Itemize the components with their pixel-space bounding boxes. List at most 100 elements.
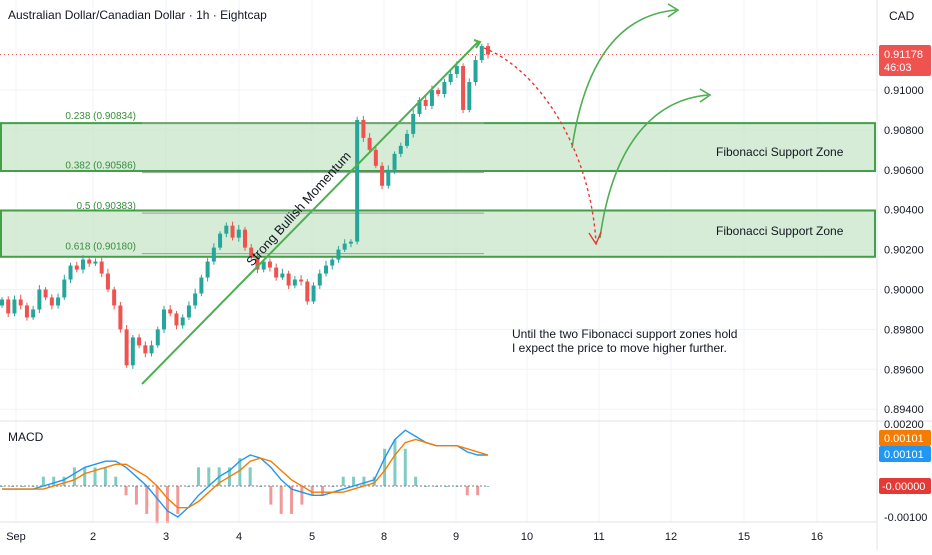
macd-badge-histogram: -0.00000	[879, 478, 931, 494]
candle-down	[49, 297, 54, 306]
currency-label: CAD	[889, 9, 915, 23]
time-tick-label: 9	[453, 531, 459, 543]
macd-badge-histogram-bg	[879, 478, 931, 494]
macd-histogram-bar	[103, 467, 107, 486]
macd-histogram-bar	[165, 486, 169, 524]
macd-histogram-bar	[372, 476, 376, 486]
candle-up	[342, 243, 347, 250]
lower-projection-arrow	[599, 94, 709, 239]
candle-down	[361, 119, 366, 138]
macd-histogram-bar	[52, 476, 56, 486]
lower-projection-arrowhead	[699, 88, 712, 103]
candle-up	[411, 113, 416, 134]
trend-line-arrowhead	[473, 39, 482, 49]
candle-down	[24, 305, 29, 318]
countdown-value: 46:03	[884, 62, 912, 74]
support-zone	[0, 209, 876, 258]
macd-histogram-bar	[465, 486, 469, 496]
candle-down	[423, 99, 428, 106]
candle-up	[149, 345, 154, 354]
candle-up	[130, 337, 135, 366]
macd-histogram-bar	[486, 486, 490, 487]
candle-down	[112, 289, 117, 306]
macd-histogram-bar	[248, 467, 252, 486]
time-tick-label: 10	[521, 531, 533, 543]
candle-down	[87, 259, 92, 264]
candle-down	[74, 265, 79, 270]
macd-badge-macd-bg	[879, 446, 931, 462]
macd-histogram-bar	[321, 486, 325, 496]
macd-badge-signal-text: 0.00101	[884, 433, 924, 445]
candle-up	[292, 279, 297, 286]
candle-down	[168, 309, 173, 314]
macd-histogram-bar	[445, 486, 449, 487]
candle-up	[205, 261, 210, 278]
candle-up	[317, 273, 322, 286]
candle-up	[186, 305, 191, 318]
time-tick-label: 16	[811, 531, 823, 543]
candle-down	[249, 247, 254, 258]
candle-up	[155, 329, 160, 346]
candle-up	[224, 225, 229, 234]
projected-pullback-arrowhead	[588, 231, 602, 246]
candle-up	[467, 82, 472, 110]
candle-up	[81, 259, 85, 270]
candle-up	[392, 153, 397, 170]
fibonacci-levels: 0.238 (0.90834) 0.382 (0.90586) 0.5 (0.903…	[65, 111, 484, 255]
price-tick-label: 0.90400	[884, 205, 924, 217]
macd-histogram-bar	[196, 467, 200, 486]
last-price-value: 0.91178	[884, 49, 923, 61]
candle-down	[367, 137, 372, 150]
candle-up	[448, 74, 453, 83]
candle-up	[62, 279, 67, 298]
candle-down	[267, 261, 272, 268]
price-tick-label: 0.90600	[884, 165, 924, 177]
macd-histogram-bar	[310, 486, 314, 496]
candle-down	[137, 337, 142, 346]
macd-histogram-bar	[362, 476, 366, 486]
macd-tick-label: 0.00200	[884, 419, 924, 431]
time-tick-label: 15	[738, 531, 750, 543]
candle-down	[230, 225, 235, 238]
macd-histogram-bar	[383, 448, 387, 486]
macd-label: MACD	[8, 430, 44, 444]
candle-down	[461, 66, 466, 110]
candle-up	[56, 297, 61, 306]
candle-up	[93, 261, 98, 264]
candle-up	[261, 261, 266, 270]
time-axis: Sep 2 3 4 5 8 9 10 11 12 15 16	[6, 531, 823, 543]
candle-up	[193, 293, 198, 306]
time-tick-label: 8	[381, 531, 387, 543]
price-tick-label: 0.89600	[884, 364, 924, 376]
upper-projection-arrowhead	[667, 3, 680, 18]
time-tick-label: Sep	[6, 531, 26, 543]
price-tick-label: 0.91000	[884, 85, 924, 97]
candle-down	[105, 273, 110, 290]
time-tick-label: 12	[665, 531, 677, 543]
macd-histogram-bar	[72, 467, 76, 486]
price-tick-label: 0.89800	[884, 324, 924, 336]
candle-up	[330, 259, 335, 266]
candle-down	[486, 46, 490, 55]
candle-up	[0, 299, 4, 306]
time-tick-label: 5	[309, 531, 315, 543]
macd-histogram-bar	[352, 476, 356, 486]
time-tick-label: 4	[236, 531, 242, 543]
price-tick-label: 0.90000	[884, 285, 924, 297]
price-tick-label: 0.89400	[884, 404, 924, 416]
candle-down	[124, 329, 129, 366]
zone-label-upper: Fibonacci Support Zone	[716, 145, 844, 159]
time-tick-label: 11	[593, 531, 604, 543]
macd-histogram-bar	[393, 439, 397, 486]
macd-histogram-bar	[279, 486, 283, 514]
last-price-badge: 0.91178 46:03	[879, 45, 931, 76]
candle-up	[324, 265, 328, 274]
candle-up	[336, 249, 341, 260]
time-tick-label: 3	[163, 531, 169, 543]
price-tick-label: 0.90800	[884, 125, 924, 137]
candle-down	[305, 281, 310, 302]
candle-down	[255, 257, 260, 270]
macd-histogram-bar	[238, 458, 242, 486]
